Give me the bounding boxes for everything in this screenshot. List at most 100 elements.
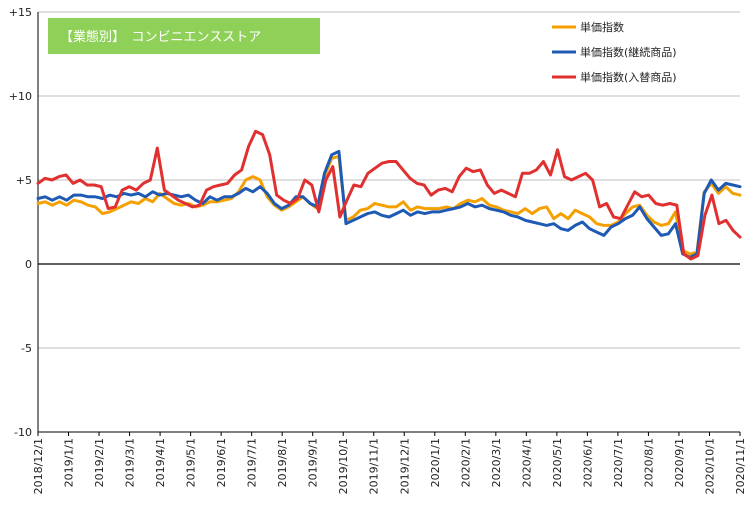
x-tick-label: 2019/10/1	[337, 438, 350, 494]
x-tick-label: 2019/5/1	[185, 438, 198, 487]
x-tick-label: 2020/8/1	[642, 438, 655, 487]
data-point	[201, 202, 204, 205]
data-point	[100, 185, 102, 188]
data-point	[647, 194, 650, 196]
data-point	[352, 219, 354, 222]
data-point	[724, 182, 727, 185]
data-point	[603, 234, 605, 237]
data-point	[58, 196, 61, 198]
x-tick-label: 2019/6/1	[215, 438, 228, 487]
data-point	[247, 145, 250, 148]
data-point	[538, 222, 541, 225]
data-point	[108, 194, 111, 196]
x-tick-label: 2019/11/1	[368, 438, 381, 494]
data-point	[191, 206, 194, 208]
y-tick-label: +15	[9, 6, 32, 19]
data-point	[101, 197, 104, 200]
data-point	[570, 179, 573, 181]
data-point	[58, 201, 61, 203]
data-point	[438, 211, 440, 213]
data-point	[93, 184, 95, 186]
data-point	[545, 224, 548, 227]
data-point	[416, 211, 419, 213]
data-point	[80, 201, 82, 203]
data-point	[409, 214, 412, 217]
data-point	[87, 204, 89, 206]
data-point	[121, 189, 124, 191]
data-point	[500, 189, 503, 191]
data-point	[739, 236, 741, 238]
data-point	[173, 202, 175, 205]
data-point	[423, 184, 425, 186]
data-point	[531, 221, 534, 223]
data-point	[584, 172, 587, 175]
data-point	[431, 211, 433, 213]
data-point	[44, 177, 46, 180]
data-point	[87, 196, 89, 198]
x-tick-label: 2020/2/1	[459, 438, 472, 487]
series-lines	[36, 129, 742, 261]
x-tick-label: 2019/8/1	[276, 438, 289, 487]
data-point	[474, 201, 476, 203]
data-point	[381, 162, 383, 164]
data-point	[373, 211, 376, 213]
data-point	[732, 192, 734, 195]
data-point	[509, 214, 512, 217]
data-point	[667, 222, 670, 225]
data-point	[459, 206, 462, 208]
data-point	[595, 222, 598, 225]
data-point	[367, 172, 369, 175]
data-point	[633, 190, 636, 193]
series-line-1	[36, 149, 742, 259]
data-point	[452, 207, 455, 210]
data-point	[689, 253, 691, 255]
data-point	[619, 217, 622, 220]
chart-badge: 【業態別】 コンビニエンスストア	[48, 18, 320, 54]
data-point	[212, 185, 215, 188]
data-point	[507, 192, 510, 195]
data-point	[115, 207, 118, 210]
x-tick-label: 2020/5/1	[551, 438, 564, 487]
data-point	[445, 206, 448, 208]
data-point	[524, 219, 526, 222]
x-tick-label: 2020/4/1	[520, 438, 533, 487]
data-point	[431, 207, 433, 210]
chart-badge-box	[48, 18, 320, 54]
data-point	[289, 202, 292, 205]
y-tick-label: -5	[21, 342, 32, 355]
y-tick-label: +10	[9, 90, 32, 103]
x-tick-label: 2020/10/1	[703, 438, 716, 494]
data-point	[388, 216, 390, 218]
data-point	[531, 212, 534, 215]
data-point	[381, 204, 383, 206]
data-point	[717, 189, 720, 191]
data-point	[402, 169, 404, 171]
data-point	[612, 216, 615, 218]
data-point	[451, 190, 453, 193]
data-point	[581, 221, 584, 223]
data-point	[717, 192, 720, 195]
data-point	[163, 189, 166, 191]
data-point	[424, 212, 426, 215]
tick-labels: -10 -5 0 +5 +10 +15 2018/12/1 2019/1/1 2019/2/1 2…	[9, 6, 745, 494]
data-point	[626, 204, 629, 206]
data-point	[660, 234, 663, 237]
data-point	[552, 222, 555, 225]
data-point	[598, 206, 601, 208]
data-point	[466, 202, 469, 205]
data-point	[345, 222, 347, 225]
data-point	[683, 253, 685, 255]
data-point	[184, 202, 187, 205]
data-point	[151, 190, 154, 193]
data-point	[409, 177, 411, 180]
data-point	[198, 204, 201, 206]
data-point	[474, 206, 476, 208]
data-point	[302, 196, 304, 198]
x-tick-label: 2020/9/1	[673, 438, 686, 487]
data-point	[170, 194, 173, 196]
data-point	[479, 169, 482, 171]
data-point	[718, 222, 720, 225]
data-point	[488, 204, 491, 206]
